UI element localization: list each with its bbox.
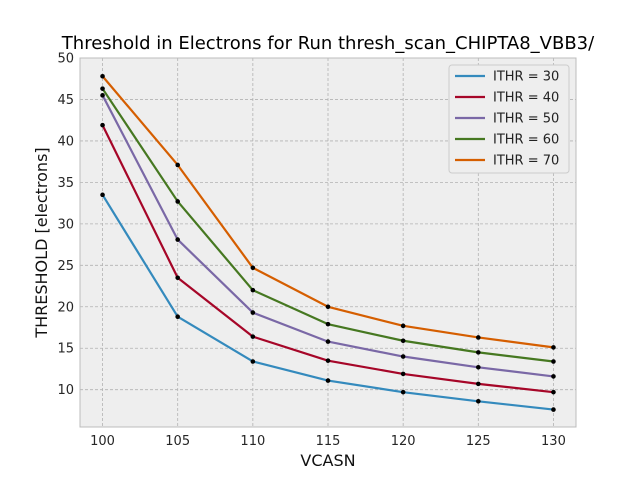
data-point <box>400 389 406 395</box>
data-point <box>250 359 256 364</box>
legend-items: ITHR = 30 ITHR = 40 ITHR = 50 ITHR = 60 ITHR… <box>455 70 559 169</box>
legend-label: ITHR = 40 <box>493 91 559 106</box>
y-tick-label: 35 <box>57 176 74 191</box>
x-tick-label: 130 <box>541 434 566 449</box>
data-point <box>551 374 556 379</box>
x-tick-label: 120 <box>391 434 416 449</box>
data-point <box>100 192 105 198</box>
data-point <box>551 407 556 412</box>
data-point <box>175 275 180 281</box>
legend-box <box>448 64 570 174</box>
data-point <box>250 310 256 315</box>
y-tick-label: 45 <box>57 93 74 108</box>
data-point <box>551 359 556 364</box>
data-point <box>250 334 256 339</box>
data-point <box>476 350 481 355</box>
plot-frame <box>79 57 577 428</box>
y-tick-label: 30 <box>57 217 74 232</box>
x-tick-label: 105 <box>165 434 190 449</box>
data-point <box>100 86 105 91</box>
data-point <box>400 323 406 329</box>
data-point <box>250 287 256 293</box>
x-tick-label: 100 <box>90 434 115 449</box>
y-axis-label: THRESHOLD [electrons] <box>32 147 51 338</box>
data-point <box>551 389 556 395</box>
data-point <box>325 378 331 383</box>
data-point <box>325 304 331 310</box>
y-axis-ticks: 10 15 20 25 30 35 40 45 50 <box>57 52 74 399</box>
data-point <box>175 237 180 242</box>
data-point <box>400 338 406 344</box>
legend-label: ITHR = 60 <box>493 133 559 148</box>
data-point <box>175 199 180 204</box>
y-tick-label: 10 <box>57 383 74 398</box>
legend-label: ITHR = 30 <box>493 70 559 85</box>
data-point <box>250 265 256 271</box>
data-point <box>325 321 331 327</box>
data-point <box>476 364 481 370</box>
data-point <box>175 162 180 168</box>
y-tick-label: 20 <box>57 300 74 315</box>
data-point <box>476 398 481 404</box>
data-point <box>400 371 406 377</box>
x-axis-ticks: 100 105 110 115 120 125 130 <box>90 434 566 449</box>
data-point <box>400 354 406 359</box>
data-point <box>325 339 331 344</box>
x-axis-label: VCASN <box>300 451 355 470</box>
data-point <box>476 381 481 387</box>
y-tick-label: 15 <box>57 342 74 357</box>
legend-label: ITHR = 50 <box>493 112 559 127</box>
data-point <box>100 122 105 128</box>
y-tick-label: 40 <box>57 134 74 149</box>
data-point <box>100 73 105 79</box>
data-point <box>476 335 481 340</box>
data-point <box>100 93 105 98</box>
y-tick-label: 25 <box>57 259 74 274</box>
x-tick-label: 125 <box>466 434 491 449</box>
y-tick-label: 50 <box>57 52 74 67</box>
data-point <box>175 314 180 320</box>
legend-label: ITHR = 70 <box>493 154 559 169</box>
legend: ITHR = 30 ITHR = 40 ITHR = 50 ITHR = 60 ITHR… <box>448 64 570 174</box>
x-tick-label: 115 <box>316 434 341 449</box>
chart-title: Threshold in Electrons for Run thresh_sc… <box>61 33 595 54</box>
data-point <box>325 358 331 363</box>
points-layer <box>100 73 556 412</box>
x-tick-label: 110 <box>240 434 265 449</box>
data-point <box>551 345 556 350</box>
